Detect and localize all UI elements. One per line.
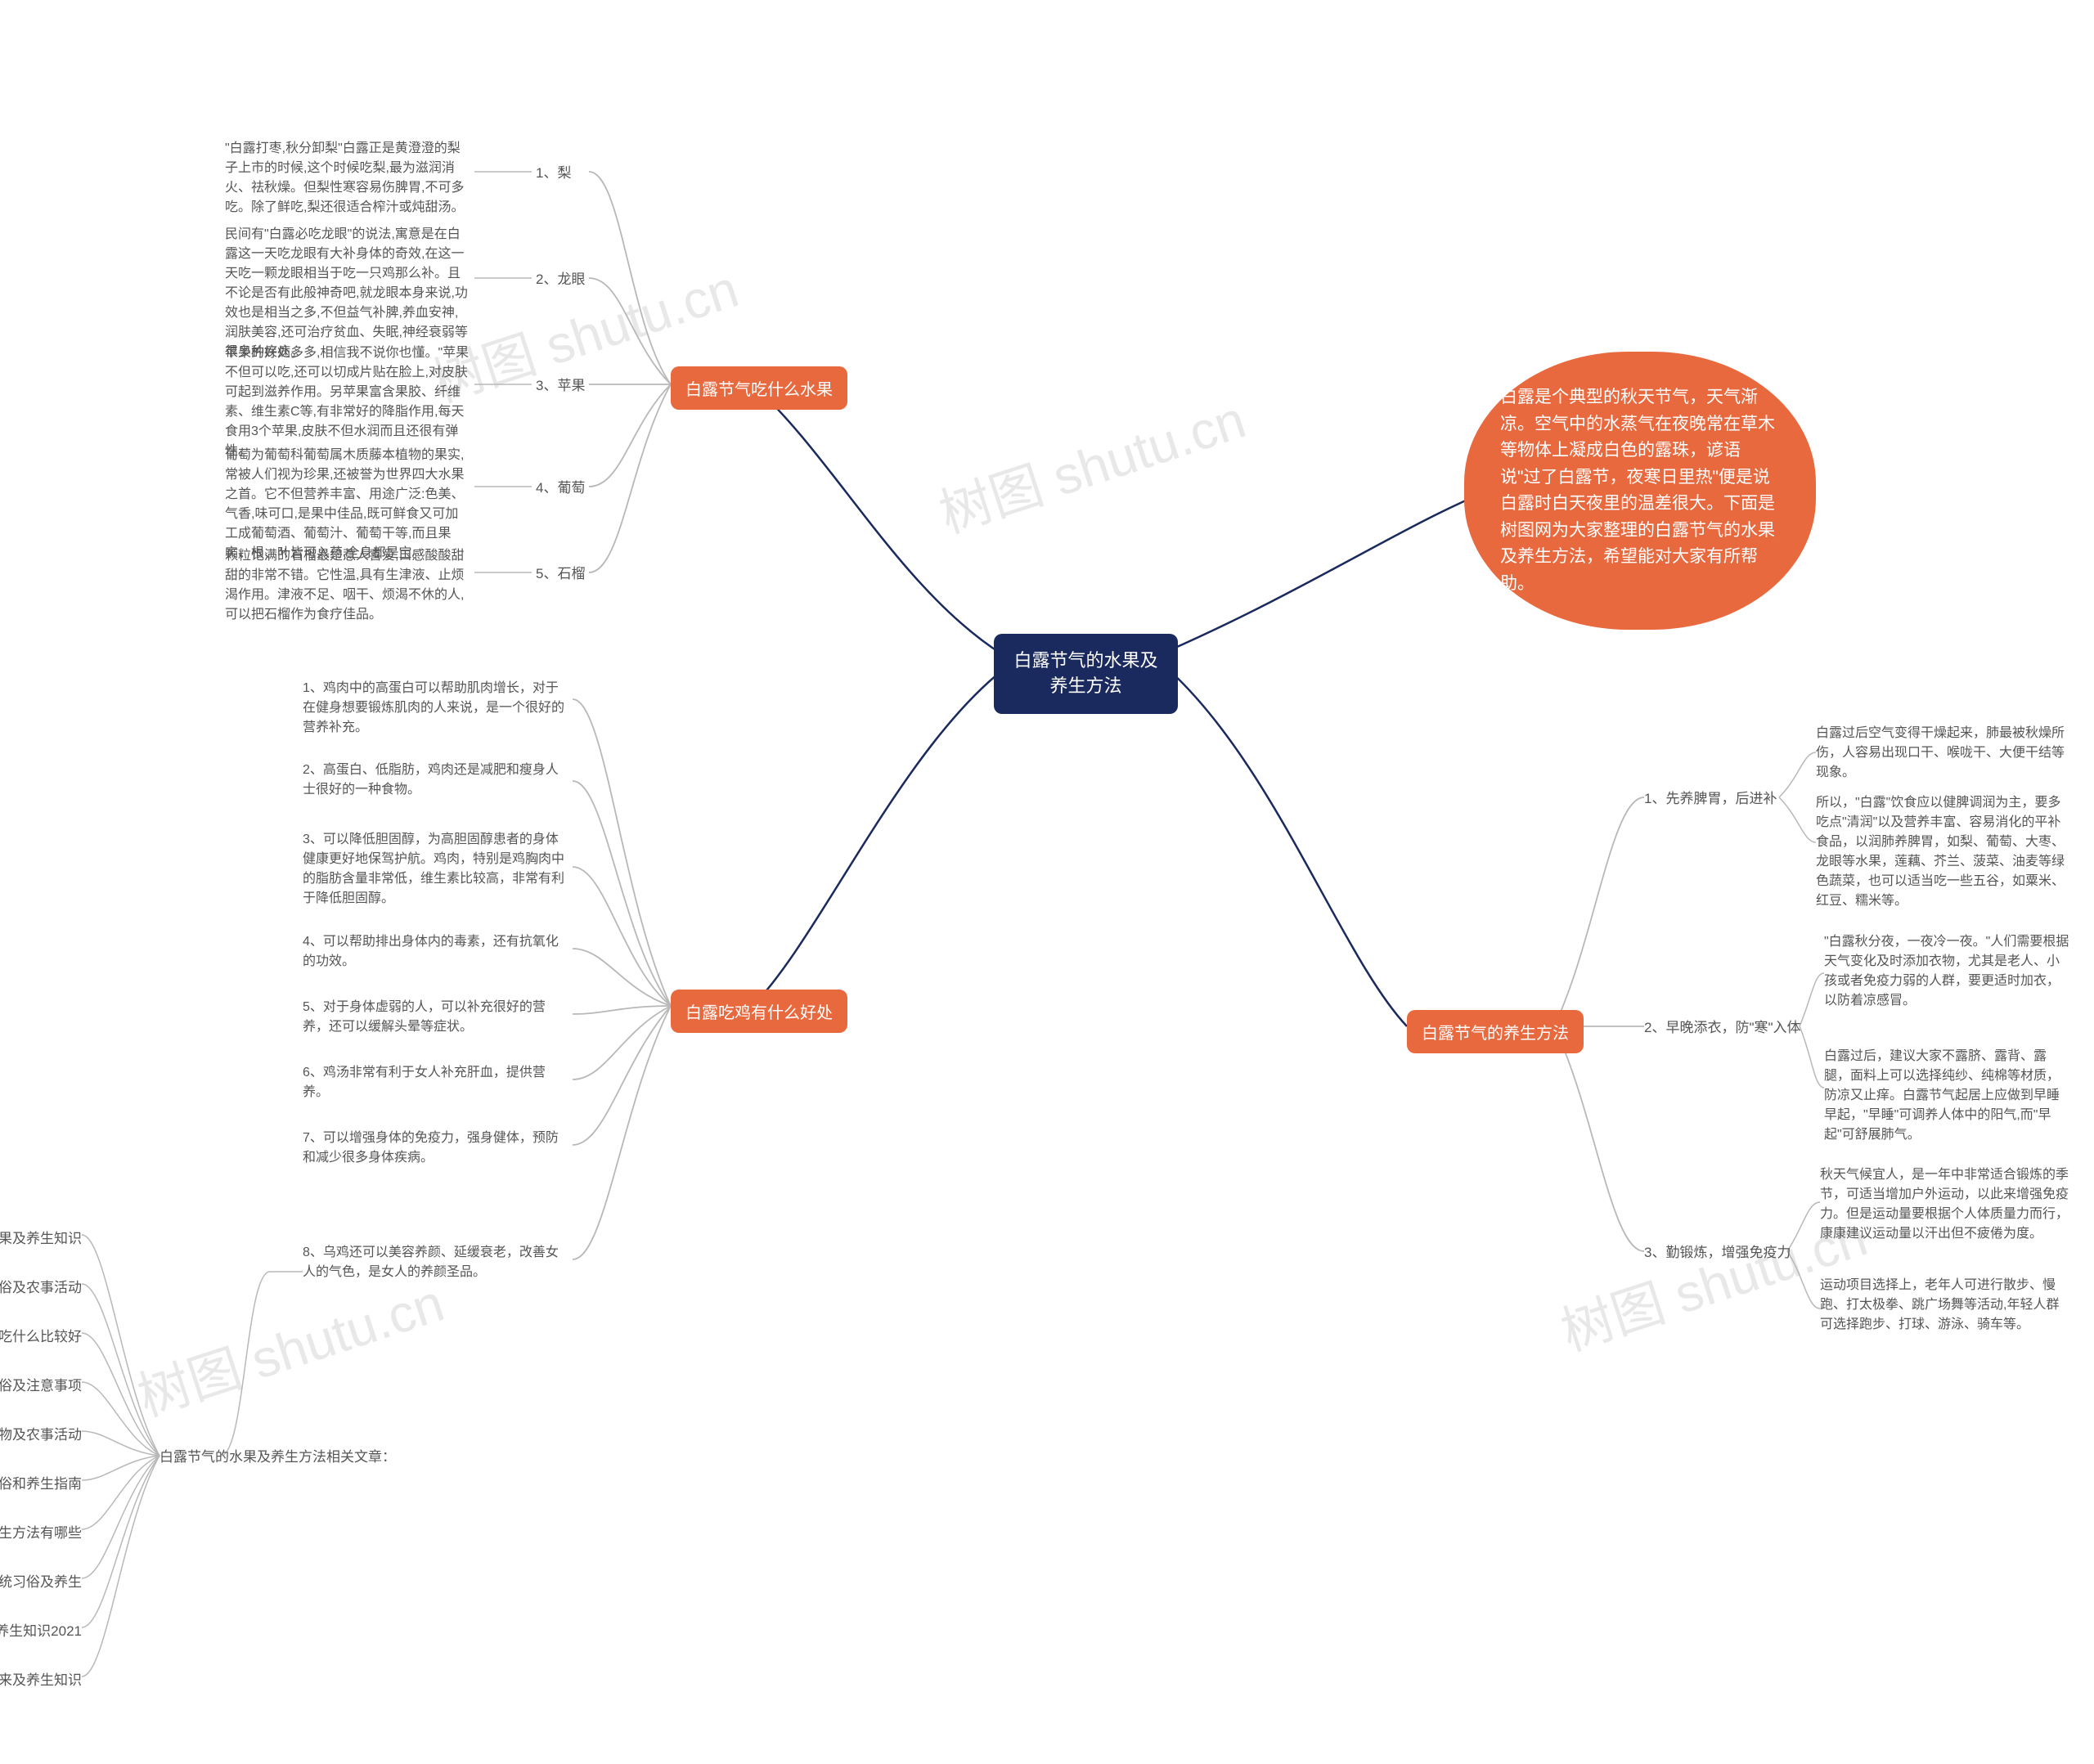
method-item-2[interactable]: 2、早晚添衣，防"寒"入体 bbox=[1644, 1018, 1801, 1038]
fruit-item-5[interactable]: 5、石榴 bbox=[536, 564, 585, 584]
method-3-desc-2: 运动项目选择上，老年人可进行散步、慢跑、打太极拳、跳广场舞等活动,年轻人群可选择… bbox=[1820, 1276, 2069, 1335]
fruit-desc-2: 民间有"白露必吃龙眼"的说法,寓意是在白露这一天吃龙眼有大补身体的奇效,在这一天… bbox=[225, 225, 470, 362]
related-item-4[interactable]: ★ 2021寒露节气的传统习俗及注意事项 bbox=[0, 1374, 82, 1394]
fruit-item-3[interactable]: 3、苹果 bbox=[536, 376, 585, 396]
related-item-3[interactable]: ★ 2021年白露节气吃什么比较好 bbox=[0, 1325, 82, 1345]
branch-chicken[interactable]: 白露吃鸡有什么好处 bbox=[671, 990, 847, 1033]
method-3-desc-1: 秋天气候宜人，是一年中非常适合锻炼的季节，可适当增加户外运动，以此来增强免疫力。… bbox=[1820, 1165, 2069, 1244]
chicken-item-3: 3、可以降低胆固醇，为高胆固醇患者的身体健康更好地保驾护航。鸡肉，特别是鸡胸肉中… bbox=[303, 830, 564, 909]
branch-fruits-title: 白露节气吃什么水果 bbox=[685, 381, 833, 399]
branch-chicken-title: 白露吃鸡有什么好处 bbox=[685, 1004, 833, 1022]
related-item-5[interactable]: ★ 2021寒露节气的养生食物及农事活动 bbox=[0, 1423, 82, 1443]
method-item-3[interactable]: 3、勤锻炼，增强免疫力 bbox=[1644, 1243, 1791, 1263]
fruit-desc-3: 苹果的好处多多,相信我不说你也懂。"苹果不但可以吃,还可以切成片贴在脸上,对皮肤… bbox=[225, 343, 470, 461]
intro-node[interactable]: 白露是个典型的秋天节气，天气渐凉。空气中的水蒸气在夜晚常在草木等物体上凝成白色的… bbox=[1464, 352, 1816, 630]
watermark: 树图 shutu.cn bbox=[127, 1261, 452, 1430]
related-item-1[interactable]: ★ 2021霜降节气的水果及养生知识 bbox=[0, 1227, 82, 1247]
method-item-1[interactable]: 1、先养脾胃，后进补 bbox=[1644, 789, 1777, 809]
method-2-desc-1: "白露秋分夜，一夜冷一夜。"人们需要根据天气变化及时添加衣物，尤其是老人、小孩或… bbox=[1824, 932, 2069, 1011]
related-item-6[interactable]: ★ 2021白露节气的饮食习俗和养生指南 bbox=[0, 1472, 82, 1492]
branch-fruits[interactable]: 白露节气吃什么水果 bbox=[671, 366, 847, 410]
branch-methods[interactable]: 白露节气的养生方法 bbox=[1407, 1010, 1584, 1053]
chicken-item-6: 6、鸡汤非常有利于女人补充肝血，提供营养。 bbox=[303, 1063, 564, 1102]
watermark: 树图 shutu.cn bbox=[928, 378, 1253, 547]
method-2-desc-2: 白露过后，建议大家不露脐、露背、露腿，面料上可以选择纯纱、纯棉等材质，防凉又止痒… bbox=[1824, 1047, 2069, 1145]
chicken-item-2: 2、高蛋白、低脂肪，鸡肉还是减肥和瘦身人士很好的一种食物。 bbox=[303, 761, 564, 800]
branch-methods-title: 白露节气的养生方法 bbox=[1422, 1025, 1569, 1043]
related-item-9[interactable]: ★ 24节气白露的风俗活动及养生知识2021 bbox=[0, 1619, 82, 1640]
center-topic[interactable]: 白露节气的水果及养生方法 bbox=[994, 634, 1178, 714]
fruit-desc-1: "白露打枣,秋分卸梨"白露正是黄澄澄的梨子上市的时候,这个时候吃梨,最为滋润消火… bbox=[225, 139, 470, 218]
chicken-item-1: 1、鸡肉中的高蛋白可以帮助肌肉增长，对于在健身想要锻炼肌肉的人来说，是一个很好的… bbox=[303, 679, 564, 738]
fruit-item-2[interactable]: 2、龙眼 bbox=[536, 270, 585, 290]
related-title[interactable]: 白露节气的水果及养生方法相关文章： bbox=[160, 1448, 396, 1467]
related-item-2[interactable]: ★ 2021白露节气的传统习俗及农事活动 bbox=[0, 1276, 82, 1296]
related-item-10[interactable]: ★ 2021二十四节气白露的由来及养生知识 bbox=[0, 1668, 82, 1689]
center-title: 白露节气的水果及养生方法 bbox=[1013, 650, 1157, 696]
chicken-item-7: 7、可以增强身体的免疫力，强身健体，预防和减少很多身体疾病。 bbox=[303, 1129, 564, 1168]
intro-text: 白露是个典型的秋天节气，天气渐凉。空气中的水蒸气在夜晚常在草木等物体上凝成白色的… bbox=[1500, 388, 1775, 593]
fruit-desc-5: 颗粒饱满的石榴最是惹人喜爱,口感酸酸甜甜的非常不错。它性温,具有生津液、止烦渴作… bbox=[225, 546, 470, 625]
method-1-desc-2: 所以，"白露"饮食应以健脾调润为主，要多吃点"清润"以及营养丰富、容易消化的平补… bbox=[1816, 793, 2069, 911]
chicken-item-5: 5、对于身体虚弱的人，可以补充很好的营养，还可以缓解头晕等症状。 bbox=[303, 998, 564, 1037]
chicken-item-4: 4、可以帮助排出身体内的毒素，还有抗氧化的功效。 bbox=[303, 932, 564, 972]
related-item-7[interactable]: ★ 2021白露节气的养生方法有哪些 bbox=[0, 1521, 82, 1542]
fruit-item-1[interactable]: 1、梨 bbox=[536, 164, 571, 183]
method-1-desc-1: 白露过后空气变得干燥起来，肺最被秋燥所伤，人容易出现口干、喉咙干、大便干结等现象… bbox=[1816, 724, 2069, 783]
chicken-item-8: 8、乌鸡还可以美容养颜、延缓衰老，改善女人的气色，是女人的养颜圣品。 bbox=[303, 1243, 564, 1282]
fruit-item-4[interactable]: 4、葡萄 bbox=[536, 478, 585, 498]
related-item-8[interactable]: ★ 2021白露节气的传统习俗及养生 bbox=[0, 1570, 82, 1591]
